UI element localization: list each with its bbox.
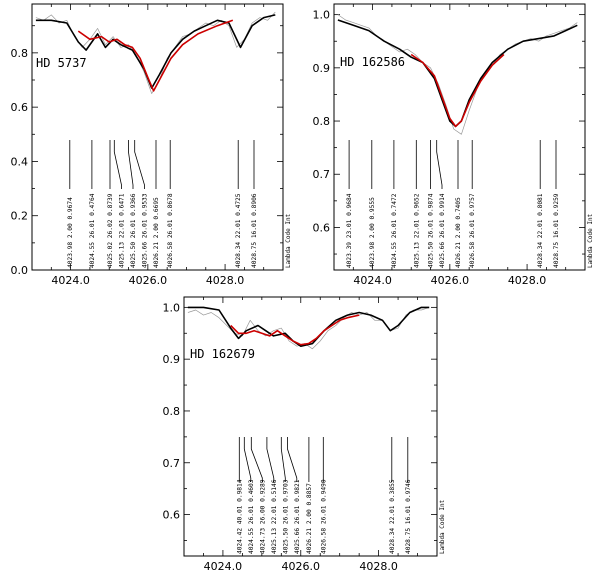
star-label: HD 162679 (190, 347, 255, 361)
line-id-label: 4028.34 22.01 0.4725 (235, 193, 242, 268)
line-id-label: 4026.21 2.00 0.7405 (455, 197, 462, 268)
line-id-label: 4025.50 26.01 0.9366 (130, 193, 137, 268)
line-id-label: 4028.75 16.01 0.8906 (251, 193, 258, 268)
y-tick-label: 0.6 (313, 221, 331, 234)
y-tick-label: 0.9 (163, 353, 181, 366)
series-observed-noisy (337, 14, 578, 135)
line-id-label: 4026.58 26.01 0.9490 (320, 479, 327, 554)
x-tick-label: 4024.0 (204, 560, 243, 573)
line-id-label: 4024.73 26.00 0.9289 (259, 479, 266, 554)
line-id-label: 4026.21 2.00 0.6695 (153, 197, 160, 268)
y-tick-label: 0.8 (313, 115, 331, 128)
line-id-label: 4025.13 22.01 0.9652 (413, 193, 420, 268)
line-id-label: 4023.98 2.00 0.9674 (67, 197, 74, 268)
y-tick-label: 0.9 (313, 62, 331, 75)
line-id-label: 4028.75 16.01 0.9259 (553, 193, 560, 268)
y-tick-label: 0.7 (313, 168, 331, 181)
line-id-label: 4025.50 26.01 0.9703 (282, 479, 289, 554)
line-id-label: 4025.50 26.01 0.9874 (428, 193, 435, 268)
line-id-label: 4028.75 16.01 0.9746 (405, 479, 412, 554)
y-tick-label: 1.0 (163, 301, 181, 314)
line-id-stem (280, 437, 286, 482)
x-tick-label: 4028.0 (508, 274, 547, 287)
line-id-stem (436, 140, 443, 189)
plot-frame (183, 296, 438, 557)
side-label: Lambda Code Int (439, 499, 446, 554)
y-tick-label: 0.4 (11, 155, 29, 168)
side-label: Lambda Code Int (285, 213, 292, 268)
line-id-label: 4023.39 23.01 0.9684 (346, 193, 353, 268)
line-id-label: 4025.66 26.01 0.9533 (142, 193, 149, 268)
x-tick-label: 4024.0 (51, 274, 90, 287)
x-tick-label: 4028.0 (359, 560, 398, 573)
line-id-stem (243, 437, 252, 482)
series-observed (35, 14, 276, 89)
x-tick-label: 4026.0 (129, 274, 168, 287)
line-id-stem (287, 437, 298, 482)
line-id-stem (128, 140, 134, 189)
line-id-stem (266, 437, 275, 482)
series-observed (337, 19, 578, 128)
line-id-label: 4026.58 26.01 0.8678 (167, 193, 174, 268)
x-tick-label: 4028.0 (206, 274, 245, 287)
line-id-label: 4025.13 22.01 0.6471 (119, 193, 126, 268)
y-tick-label: 0.2 (11, 210, 29, 223)
line-id-label: 4024.55 26.01 0.4603 (248, 479, 255, 554)
y-tick-label: 0.6 (11, 101, 29, 114)
line-id-label: 4024.55 26.01 0.4764 (89, 193, 96, 268)
line-id-label: 4028.34 22.01 0.8081 (537, 193, 544, 268)
y-tick-label: 0.8 (11, 47, 29, 60)
line-id-label: 4025.02 26.02 0.8739 (107, 193, 114, 268)
series-observed (187, 306, 430, 348)
x-tick-label: 4026.0 (282, 560, 321, 573)
y-tick-label: 0.0 (11, 264, 29, 277)
line-id-label: 4028.34 22.01 0.3855 (389, 479, 396, 554)
chart-panel-2: 4024.0 4026.0 4028.0 0.6 0.7 0.8 0.9 1.0 HD 1625… (313, 3, 594, 287)
line-id-stem (113, 140, 122, 189)
y-tick-label: 0.7 (163, 457, 181, 470)
x-tick-label: 4026.0 (431, 274, 470, 287)
line-id-label: 4024.42 40.01 0.9814 (236, 479, 243, 554)
series-model (410, 53, 505, 128)
y-tick-label: 0.6 (163, 509, 181, 522)
star-label: HD 162586 (340, 55, 405, 69)
line-id-label: 4026.58 26.01 0.9757 (469, 193, 476, 268)
line-id-label: 4025.66 26.01 0.9914 (439, 193, 446, 268)
series-model (77, 19, 234, 92)
side-label: Lambda Code Int (587, 213, 594, 268)
y-tick-label: 0.8 (163, 405, 181, 418)
chart-panel-1: 4024.0 4026.0 4028.0 0.0 0.2 0.4 0.6 0.8 HD 5737… (11, 3, 292, 287)
line-id-label: 4025.13 22.01 0.5146 (271, 479, 278, 554)
line-id-label: 4024.55 26.01 0.7472 (391, 193, 398, 268)
plot-frame (31, 3, 284, 271)
line-id-label: 4026.21 2.00 0.8857 (306, 483, 313, 554)
line-id-label: 4023.98 2.00 0.9555 (369, 197, 376, 268)
line-id-label: 4025.66 26.01 0.9821 (294, 479, 301, 554)
chart-panel-3: 4024.0 4026.0 4028.0 0.6 0.7 0.8 0.9 1.0 HD 1626… (163, 296, 446, 573)
plot-frame (333, 3, 586, 271)
star-label: HD 5737 (36, 56, 87, 70)
y-tick-label: 1.0 (313, 9, 331, 22)
series-model (230, 314, 360, 346)
line-id-stem (134, 140, 145, 189)
line-id-stem (250, 437, 263, 482)
x-tick-label: 4024.0 (353, 274, 392, 287)
